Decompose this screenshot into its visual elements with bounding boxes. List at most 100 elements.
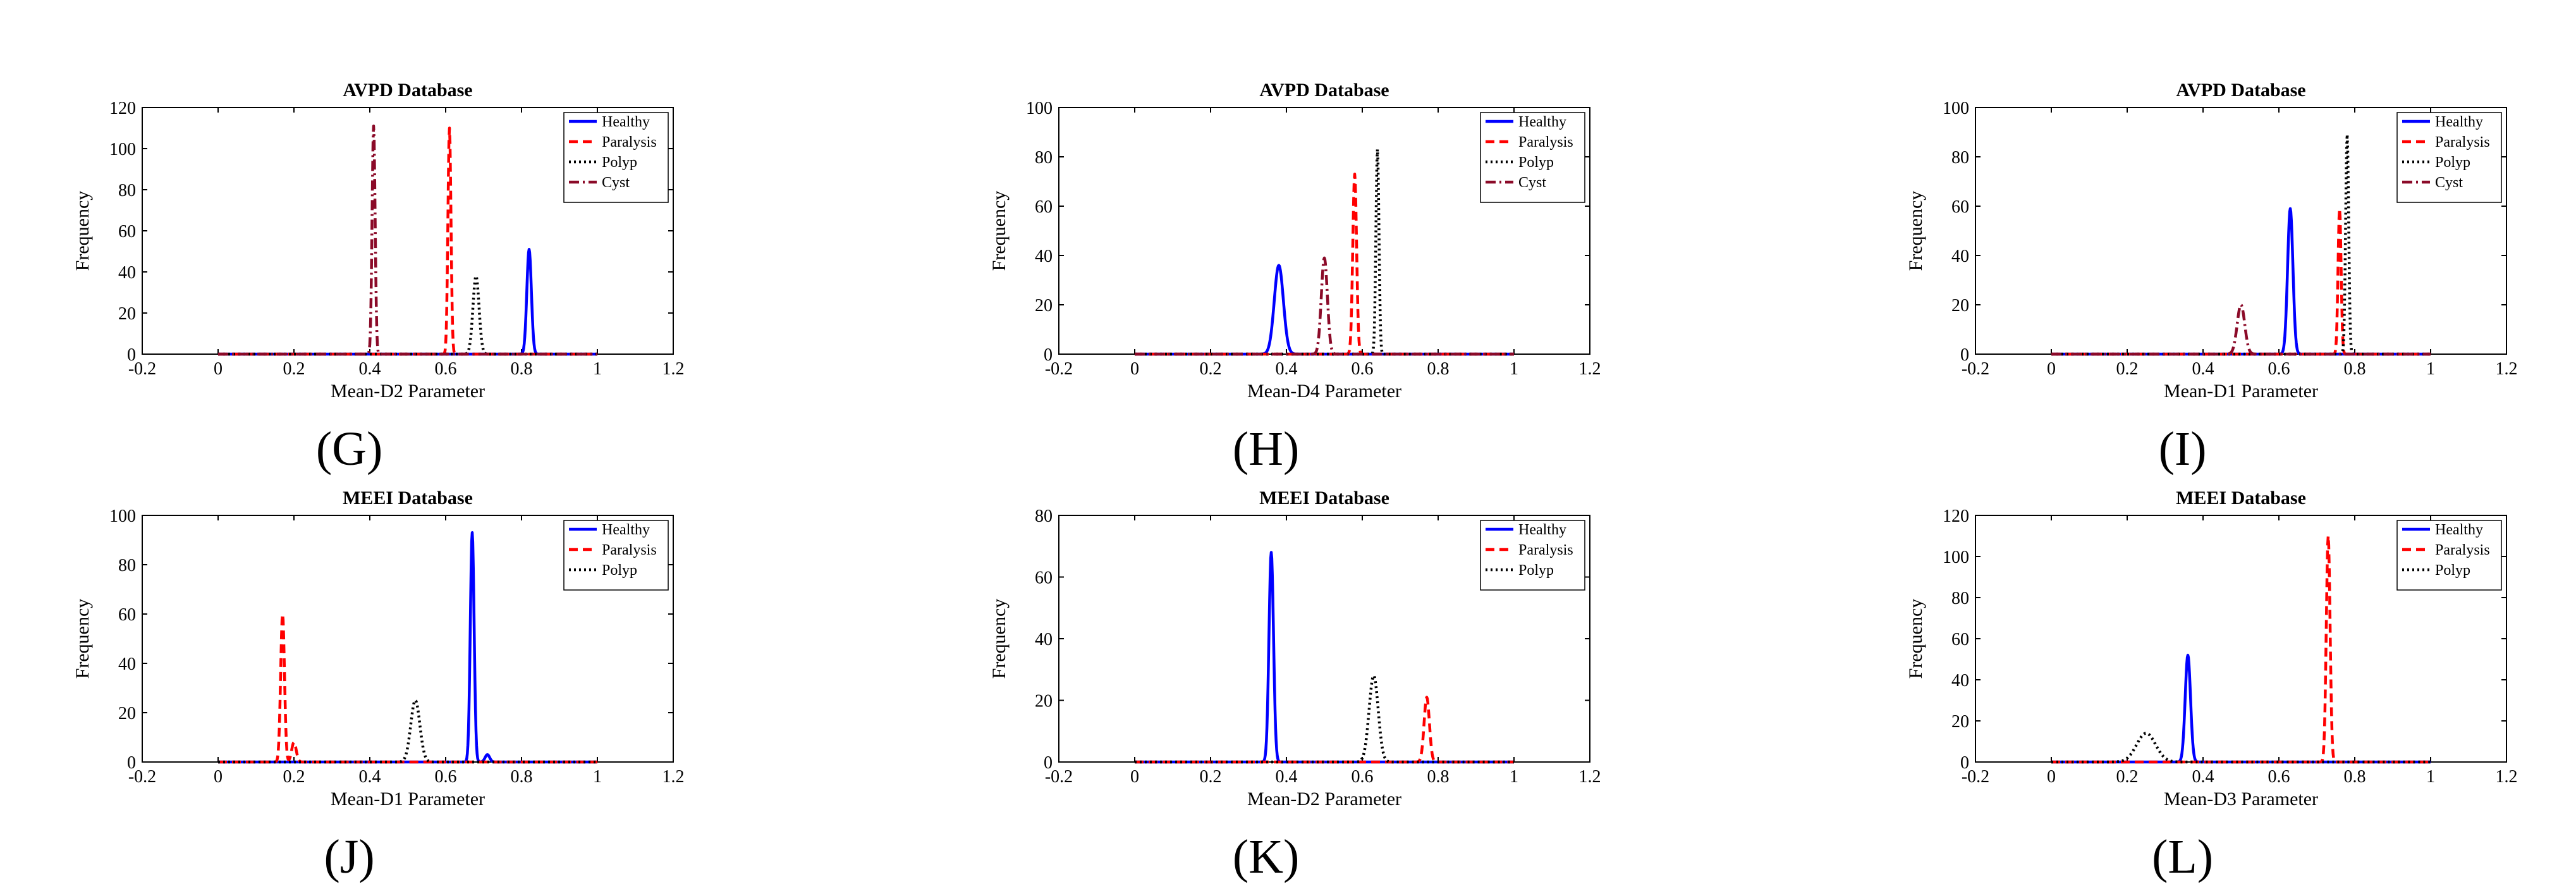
x-tick-label: 0.4: [1276, 767, 1298, 787]
panel-letter: (K): [1233, 830, 1300, 883]
chart-title: MEEI Database: [343, 488, 473, 508]
y-tick-label: 80: [118, 556, 136, 575]
x-tick-label: 0: [1130, 767, 1139, 787]
x-tick-label: 1.2: [2496, 359, 2518, 379]
panel-letter: (G): [316, 422, 383, 476]
y-tick-label: 80: [1035, 507, 1053, 526]
panel-h: AVPD Database -0.2 0 0.2 0.4 0.6 0.8 1 1.2 0 20 40 6…: [923, 38, 1770, 476]
x-tick-label: 0.6: [435, 767, 457, 787]
y-axis-label: Frequency: [1905, 191, 1926, 271]
x-tick-label: 1: [1510, 359, 1518, 379]
legend-box: [2396, 520, 2502, 591]
panel-j: MEEI Database -0.2 0 0.2 0.4 0.6 0.8 1 1.2 0 20 40 6…: [6, 446, 853, 883]
chart-title: MEEI Database: [2176, 488, 2306, 508]
x-tick-label: 0.2: [283, 767, 305, 787]
legend-label-paralysis: Paralysis: [1518, 542, 1573, 558]
panel-letter: (J): [324, 830, 374, 883]
series-line-paralysis: [217, 126, 599, 356]
x-tick-label: 0.6: [2268, 767, 2290, 787]
y-tick-label: 80: [1035, 148, 1053, 168]
x-tick-label: 0.8: [2344, 359, 2366, 379]
legend: Healthy Paralysis Polyp Cyst: [563, 112, 669, 203]
y-tick-label: 80: [118, 181, 136, 200]
legend-box: [563, 112, 669, 203]
y-tick-label: 0: [127, 345, 136, 365]
y-tick-label: 20: [1035, 296, 1053, 316]
chart-k: MEEI Database-0.2 0 0.2 0.4 0.6 0.8 1 1.2020406…: [989, 488, 1601, 883]
x-axis-label: Mean-D1 Parameter: [2164, 381, 2318, 402]
series-line-healthy: [217, 248, 599, 356]
panel-i: AVPD Database -0.2 0 0.2 0.4 0.6 0.8 1 1.2 0 20 40 6…: [1840, 38, 2576, 476]
y-tick-label: 100: [1943, 548, 1969, 567]
legend-label-polyp: Polyp: [602, 562, 637, 579]
legend-box: [1480, 112, 1585, 203]
y-tick-label: 0: [127, 753, 136, 773]
legend: Healthy Paralysis Polyp: [2396, 520, 2502, 591]
legend-box: [2396, 112, 2502, 203]
y-axis-label: Frequency: [1905, 599, 1926, 679]
x-axis-label: Mean-D2 Parameter: [331, 381, 485, 402]
legend-label-healthy: Healthy: [2435, 522, 2483, 538]
x-tick-label: 0: [1130, 359, 1139, 379]
x-tick-label: -0.2: [128, 359, 156, 379]
y-tick-label: 100: [109, 140, 136, 159]
y-tick-label: 60: [1951, 197, 1969, 217]
legend-label-paralysis: Paralysis: [602, 134, 657, 151]
y-axis-label: Frequency: [989, 599, 1010, 679]
series-line-healthy: [1133, 551, 1515, 764]
y-tick-label: 100: [1943, 99, 1969, 118]
x-tick-label: 0.8: [1427, 359, 1450, 379]
chart-g: AVPD Database-0.2 0 0.2 0.4 0.6 0.8 1 1.2020406…: [72, 80, 685, 476]
x-axis-label: Mean-D3 Parameter: [2164, 789, 2318, 809]
y-tick-label: 80: [1951, 148, 1969, 168]
y-tick-label: 20: [1951, 712, 1969, 732]
x-tick-label: 1: [2426, 767, 2435, 787]
y-tick-label: 0: [1044, 753, 1053, 773]
y-tick-label: 60: [1951, 630, 1969, 649]
panel-k: MEEI Database -0.2 0 0.2 0.4 0.6 0.8 1 1.2 0 20 40 6…: [923, 446, 1770, 883]
x-axis-label: Mean-D2 Parameter: [1247, 789, 1401, 809]
legend-box: [563, 520, 669, 591]
legend-label-polyp: Polyp: [1518, 562, 1554, 579]
series-line-polyp: [1133, 148, 1515, 356]
x-tick-label: 0: [214, 359, 223, 379]
chart-title: AVPD Database: [1259, 80, 1389, 101]
x-tick-label: 0.8: [511, 359, 533, 379]
y-tick-label: 120: [1943, 507, 1969, 526]
legend-label-healthy: Healthy: [602, 114, 650, 130]
y-tick-label: 20: [1035, 692, 1053, 711]
legend-label-healthy: Healthy: [602, 522, 650, 538]
series-line-cyst: [1133, 256, 1515, 356]
x-axis-label: Mean-D4 Parameter: [1247, 381, 1401, 402]
x-tick-label: 0.6: [2268, 359, 2290, 379]
series-line-polyp: [1133, 674, 1515, 764]
x-tick-label: 1.2: [1579, 359, 1601, 379]
legend: Healthy Paralysis Polyp Cyst: [2396, 112, 2502, 203]
y-tick-label: 80: [1951, 589, 1969, 608]
y-tick-label: 40: [1951, 671, 1969, 691]
series-line-polyp: [2050, 732, 2432, 764]
legend-label-healthy: Healthy: [1518, 114, 1566, 130]
legend: Healthy Paralysis Polyp: [563, 520, 669, 591]
x-tick-label: -0.2: [128, 767, 156, 787]
x-tick-label: 1: [593, 359, 602, 379]
series-line-healthy: [2050, 207, 2432, 356]
x-tick-label: 0.6: [435, 359, 457, 379]
chart-title: AVPD Database: [343, 80, 472, 101]
y-tick-label: 60: [1035, 197, 1053, 217]
x-tick-label: 0.2: [2116, 767, 2139, 787]
x-tick-label: 0: [2047, 767, 2056, 787]
x-tick-label: 0.4: [1276, 359, 1298, 379]
x-tick-label: 1: [593, 767, 602, 787]
legend-box: [1480, 520, 1585, 591]
x-tick-label: 0.6: [1352, 359, 1374, 379]
series-line-healthy: [1133, 264, 1515, 356]
y-tick-label: 40: [1035, 630, 1053, 649]
y-tick-label: 20: [1951, 296, 1969, 316]
series-line-paralysis: [2050, 207, 2432, 356]
series-line-polyp: [2050, 133, 2432, 356]
series-line-polyp: [217, 699, 599, 764]
series-line-polyp: [217, 274, 599, 356]
x-tick-label: -0.2: [1962, 767, 1989, 787]
legend-label-polyp: Polyp: [2435, 562, 2470, 579]
